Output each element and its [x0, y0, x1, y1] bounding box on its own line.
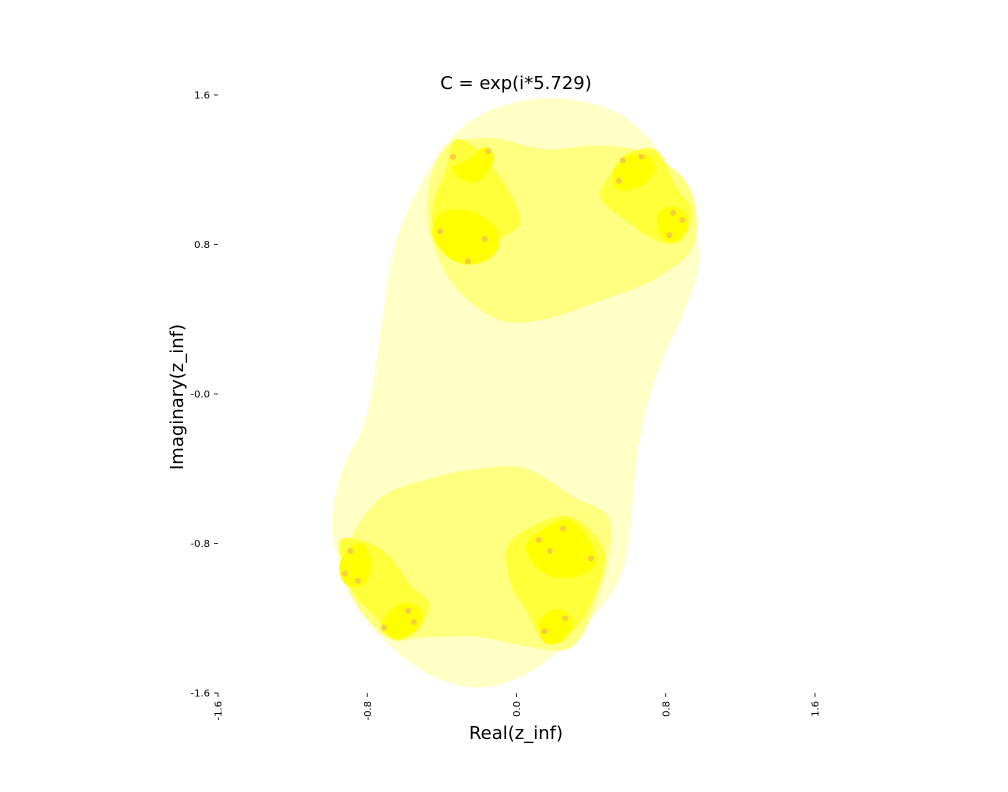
data-point: [619, 157, 626, 164]
chart-title: C = exp(i*5.729): [440, 73, 592, 94]
x-tick-label: 0.0: [512, 701, 523, 717]
data-point: [535, 536, 542, 543]
y-tick-label: 1.6: [194, 91, 210, 102]
data-point: [547, 548, 554, 554]
data-point: [679, 217, 686, 224]
data-point: [341, 570, 348, 577]
data-point: [562, 615, 568, 622]
x-tick-label: 0.8: [661, 701, 672, 717]
data-point: [405, 607, 412, 614]
data-point: [437, 228, 443, 235]
x-tick-label: -0.8: [363, 701, 374, 721]
fractal-region-level-4: [525, 519, 597, 579]
fractal-region-level-4: [656, 206, 689, 242]
y-tick-label: -1.6: [190, 689, 210, 700]
data-point: [450, 153, 457, 160]
data-point: [354, 577, 361, 584]
y-axis: 1.6 0.8 -0.0 -0.8 -1.6: [190, 91, 218, 700]
data-point: [541, 628, 548, 635]
x-axis-label: Real(z_inf): [469, 723, 563, 744]
fractal-points: [341, 148, 686, 635]
x-tick-label: -1.6: [214, 701, 225, 721]
fractal-regions: [331, 98, 700, 688]
y-tick-label: 0.8: [194, 240, 210, 251]
data-point: [588, 555, 595, 562]
y-tick-label: -0.8: [190, 539, 210, 550]
y-axis-label: Imaginary(z_inf): [167, 324, 188, 470]
x-axis: -1.6 -0.8 0.0 0.8 1.6: [214, 693, 822, 721]
fractal-region-level-4: [452, 147, 495, 183]
x-tick-label: 1.6: [811, 701, 822, 717]
data-point: [410, 619, 417, 625]
data-point: [381, 624, 387, 631]
fractal-region-level-4: [339, 543, 372, 588]
data-point: [481, 235, 488, 242]
data-point: [347, 548, 354, 554]
y-tick-label: -0.0: [190, 390, 210, 401]
data-point: [560, 525, 567, 532]
data-point: [485, 148, 492, 155]
fractal-region-level-4: [432, 209, 499, 265]
data-point: [670, 209, 677, 216]
data-point: [666, 232, 673, 239]
data-point: [638, 153, 645, 160]
data-point: [616, 178, 623, 184]
fractal-region-level-4: [381, 602, 422, 639]
data-point: [465, 258, 471, 265]
